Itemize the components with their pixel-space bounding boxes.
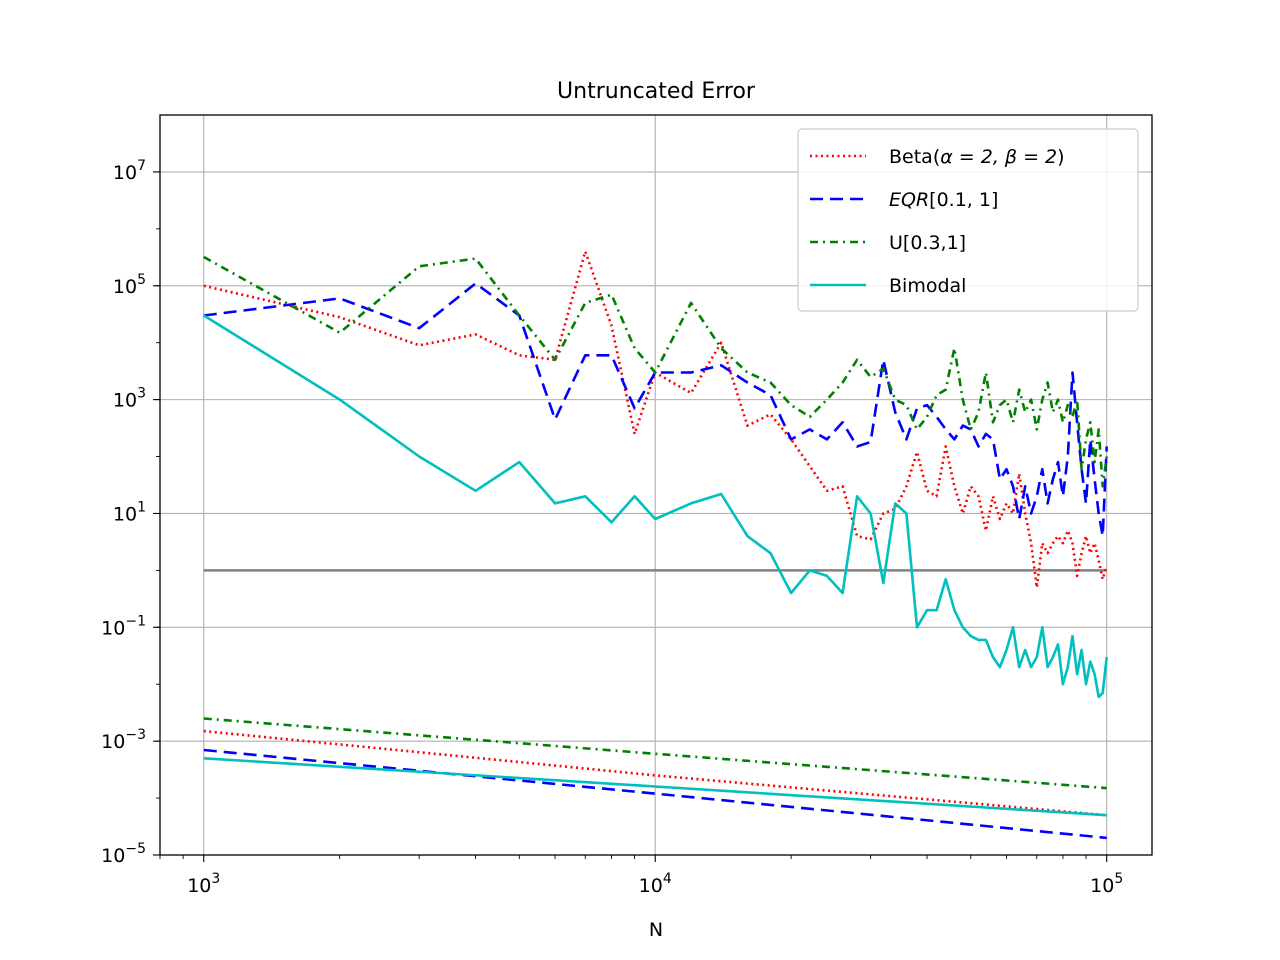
legend-label-beta-2-2: Beta(α = 2, β = 2): [889, 146, 1065, 168]
legend-label-eqr-0-1-1: EQR[0.1, 1]: [889, 189, 998, 211]
series-line-u-0-3-1: [203, 255, 1108, 488]
x-axis-label: N: [649, 919, 663, 941]
x-tick-label: 104: [639, 871, 672, 897]
series-line-beta-2-2: [203, 250, 1108, 589]
y-tick-label: 10−1: [101, 613, 146, 639]
series-line-eqr-0-1-1: [203, 282, 1108, 538]
y-tick-label: 105: [113, 272, 146, 298]
x-tick-label: 105: [1090, 871, 1123, 897]
legend-box: [797, 128, 1139, 312]
series-lower-line-bimodal: [203, 757, 1107, 817]
y-tick-label: 10−3: [101, 727, 146, 753]
y-tick-label: 10−5: [101, 841, 146, 867]
series-layer: [203, 250, 1108, 840]
legend-label-u-0-3-1: U[0.3,1]: [889, 232, 966, 254]
series-lower-line-eqr-0-1-1: [203, 748, 1107, 840]
series-line-bimodal: [203, 314, 1108, 699]
y-tick-label: 107: [113, 158, 146, 184]
y-tick-label: 101: [113, 499, 146, 525]
legend-label-bimodal: Bimodal: [889, 275, 966, 297]
chart-title: Untruncated Error: [557, 79, 756, 104]
series-lower-line-u-0-3-1: [203, 717, 1107, 790]
legend: Beta(α = 2, β = 2) EQR[0.1, 1] U[0.3,1] Bim…: [797, 128, 1139, 312]
axes: 103 104 105 10−5 10−3 10−1 101 103 105 107: [101, 158, 1123, 897]
x-tick-label: 103: [187, 871, 220, 897]
y-tick-label: 103: [113, 386, 146, 412]
plot-frame: [159, 114, 1153, 856]
